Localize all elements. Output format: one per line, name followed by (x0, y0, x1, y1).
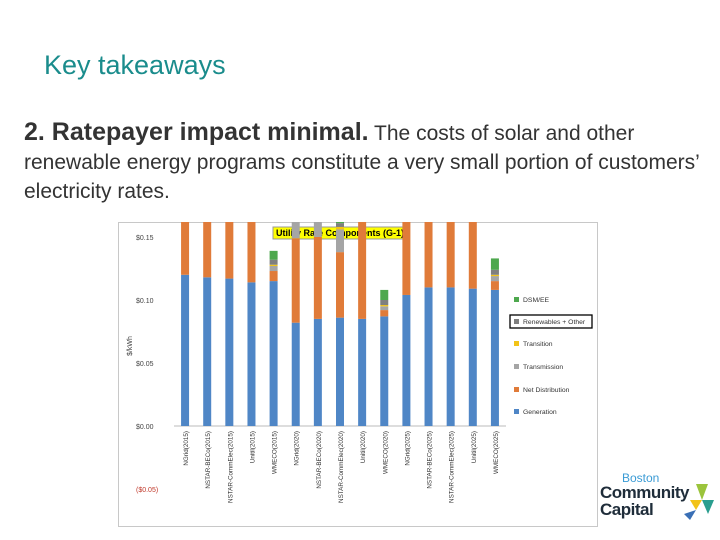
boston-community-capital-logo: Boston Community Capital (598, 470, 716, 520)
legend-label: Transition (523, 341, 553, 348)
legend-swatch (514, 387, 519, 392)
bar-segment (269, 281, 278, 426)
bar-segment (247, 282, 256, 426)
legend-swatch (514, 409, 519, 414)
bar-segment (336, 226, 344, 230)
x-tick-label: WMECO(2015) (272, 431, 279, 474)
bar-segment (269, 271, 278, 282)
bar-segment (269, 250, 278, 260)
logo-mark-icon (684, 484, 714, 520)
y-axis-label: $/kWh (127, 336, 134, 356)
chart-svg: Utility Rate Components (G-1)$0.30$0.25$… (118, 222, 598, 527)
bar-segment (490, 289, 499, 426)
bar-segment (490, 258, 499, 270)
bar-segment (380, 300, 389, 306)
bar-segment (336, 222, 344, 224)
legend-label: Transmission (523, 364, 563, 371)
legend-label: DSM/EE (523, 297, 550, 304)
x-tick-label: Unitil(2025) (471, 431, 478, 463)
bar-segment (269, 264, 278, 266)
body-lead: 2. Ratepayer impact minimal. (24, 118, 369, 146)
bar-segment (402, 294, 411, 426)
x-tick-label: Unitil(2020) (360, 431, 367, 463)
slide-title: Key takeaways (44, 50, 226, 80)
x-tick-label: NSTAR-CommElec(2020) (338, 431, 345, 503)
bar-segment (291, 238, 300, 323)
bar-segment (203, 277, 212, 426)
logo-capital: Capital (600, 500, 654, 519)
x-tick-label: NGrid(2025) (404, 431, 411, 466)
legend-highlight-box (509, 314, 593, 329)
legend-label: Renewables + Other (523, 319, 586, 326)
legend-swatch (514, 341, 519, 346)
y-tick-label: $0.10 (136, 298, 154, 305)
legend-swatch (514, 364, 519, 369)
bar-segment (313, 237, 322, 319)
body-rest: The costs of solar and other renewable e… (24, 122, 700, 203)
bar-segment (269, 259, 278, 265)
x-tick-label: NSTAR-BECo(2025) (427, 431, 434, 489)
bar-segment (313, 318, 322, 426)
x-tick-label: NSTAR-CommElec(2015) (227, 431, 234, 503)
legend-swatch (514, 297, 519, 302)
bar-segment (380, 305, 389, 307)
bar-segment (336, 223, 344, 227)
bar-segment (313, 222, 322, 237)
x-tick-label: NGrid(2020) (294, 431, 301, 466)
bar-segment (468, 222, 477, 289)
bar-segment (181, 222, 190, 275)
x-tick-label: WMECO(2025) (493, 431, 500, 474)
bar-segment (358, 318, 367, 426)
bar-segment (269, 265, 278, 272)
bar-segment (424, 287, 433, 426)
chart-frame (118, 222, 598, 527)
bar-segment (402, 222, 411, 295)
bar-segment (380, 306, 389, 311)
x-tick-label: NSTAR-CommElec(2025) (449, 431, 456, 503)
bar-segment (468, 288, 477, 426)
legend-swatch (514, 319, 519, 324)
bar-segment (380, 289, 389, 300)
body-text: 2. Ratepayer impact minimal. The costs o… (24, 118, 704, 206)
bar-segment (336, 229, 344, 253)
x-tick-label: NSTAR-BECo(2015) (205, 431, 212, 489)
bar-segment (490, 276, 499, 282)
bar-segment (490, 281, 499, 290)
bar-segment (490, 274, 499, 277)
bar-segment (203, 222, 212, 278)
bar-segment (446, 287, 455, 426)
bar-segment (380, 316, 389, 426)
bar-segment (247, 222, 256, 283)
legend-label: Net Distribution (523, 387, 570, 394)
x-tick-label: NSTAR-BECo(2020) (316, 431, 323, 489)
x-tick-label: NGrid(2015) (183, 431, 190, 466)
bar-segment (225, 278, 234, 426)
bar-segment (291, 222, 300, 239)
y-tick-label: $0.05 (136, 361, 154, 368)
bar-segment (490, 269, 499, 275)
bar-segment (291, 322, 300, 426)
bar-segment (336, 252, 344, 318)
rate-components-chart: Utility Rate Components (G-1)$0.30$0.25$… (118, 222, 598, 527)
bar-segment (380, 310, 389, 317)
x-tick-label: Unitil(2015) (249, 431, 256, 463)
legend-label: Generation (523, 409, 557, 416)
bar-segment (424, 222, 433, 288)
x-tick-label: WMECO(2020) (382, 431, 389, 474)
bar-segment (336, 317, 344, 426)
logo-community: Community (600, 483, 690, 502)
y-tick-label: ($0.05) (136, 487, 158, 494)
bar-segment (181, 274, 190, 426)
logo-boston: Boston (622, 471, 660, 485)
bar-segment (358, 222, 367, 319)
y-tick-label: $0.15 (136, 235, 154, 242)
y-tick-label: $0.00 (136, 424, 154, 431)
bar-segment (446, 222, 455, 288)
bar-segment (225, 222, 234, 279)
